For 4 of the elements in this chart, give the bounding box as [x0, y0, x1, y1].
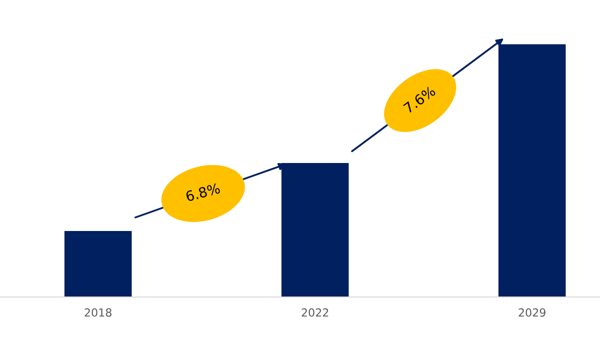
x-tick-label: 2022 — [302, 308, 328, 317]
annotation: 6.8% — [185, 182, 220, 202]
x-tick-label: 2029 — [518, 308, 546, 317]
x-tick-label: 2018 — [84, 308, 112, 317]
